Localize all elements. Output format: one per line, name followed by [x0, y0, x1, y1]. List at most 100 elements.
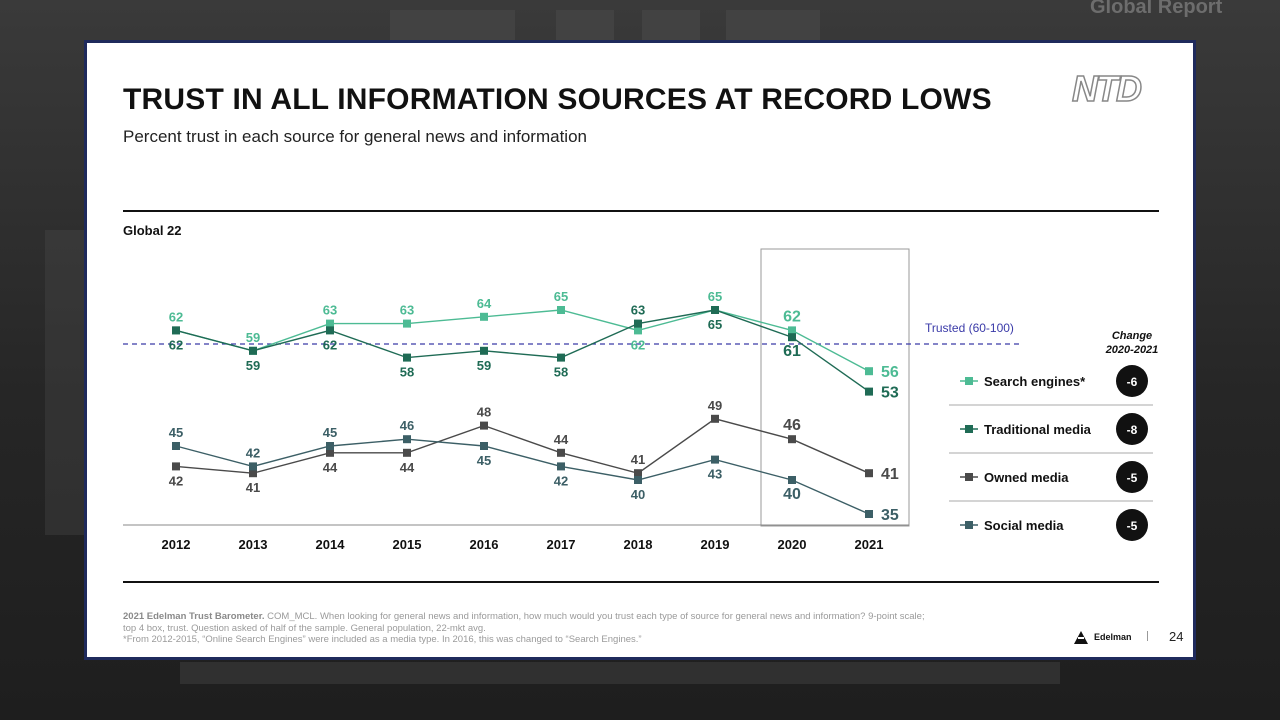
x-tick-label: 2018	[624, 537, 653, 552]
top-rule	[123, 210, 1159, 212]
data-point	[480, 442, 488, 450]
x-tick-label: 2020	[778, 537, 807, 552]
footnote-source: 2021 Edelman Trust Barometer.	[123, 611, 265, 622]
slide: TRUST IN ALL INFORMATION SOURCES AT RECO…	[84, 40, 1196, 660]
data-label: 46	[783, 417, 801, 434]
change-value: -6	[1127, 375, 1138, 389]
data-point	[865, 469, 873, 478]
data-label: 63	[323, 303, 337, 318]
data-point	[249, 469, 257, 478]
legend-swatch-marker	[965, 425, 973, 433]
x-tick-label: 2017	[547, 537, 576, 552]
data-label: 58	[400, 365, 414, 380]
data-label: 41	[246, 480, 260, 495]
data-point	[634, 469, 642, 478]
data-label: 53	[881, 385, 899, 402]
legend-heading: 2020-2021	[1105, 344, 1159, 356]
highlight-box-rect	[760, 248, 910, 527]
data-point	[788, 326, 796, 335]
series-line	[175, 309, 870, 393]
edelman-logo-icon	[1072, 628, 1090, 646]
legend-label: Search engines*	[984, 374, 1086, 389]
data-point	[865, 367, 873, 376]
x-tick-label: 2014	[316, 537, 346, 552]
data-label: 42	[554, 473, 568, 488]
ntd-logo: NTD	[1071, 67, 1143, 110]
region-label: Global 22	[123, 223, 182, 238]
data-label: 64	[477, 296, 492, 311]
legend-heading: Change	[1112, 330, 1152, 342]
footnote: 2021 Edelman Trust Barometer. COM_MCL. W…	[123, 611, 1043, 646]
brand-name: Edelman	[1094, 632, 1132, 642]
data-point	[172, 462, 180, 471]
data-label: 42	[246, 445, 260, 460]
data-point	[172, 442, 180, 450]
data-label: 43	[708, 467, 722, 482]
data-point	[326, 442, 334, 450]
data-label: 62	[631, 337, 645, 352]
data-point	[557, 306, 565, 314]
data-point	[634, 319, 642, 328]
data-label: 40	[783, 486, 801, 503]
legend-label: Traditional media	[984, 422, 1092, 437]
slide-title: TRUST IN ALL INFORMATION SOURCES AT RECO…	[123, 83, 992, 116]
data-point	[865, 387, 873, 396]
background-header-text: Global Report	[1090, 0, 1223, 18]
footnote-line1: COM_MCL. When looking for general news a…	[264, 611, 925, 622]
x-tick-label: 2019	[701, 537, 730, 552]
data-point	[249, 462, 257, 471]
legend: Change 2020-2021 Search engines* -6 Traditio…	[949, 330, 1158, 541]
series-line	[175, 418, 870, 474]
legend-label: Owned media	[984, 470, 1069, 485]
data-point	[557, 448, 565, 457]
data-label: 40	[631, 487, 645, 502]
data-label: 65	[554, 289, 568, 304]
x-axis: 2012 2013 2014 2015 2016 2017 2018 2019 2020 2021	[123, 524, 909, 552]
x-tick-label: 2013	[239, 537, 268, 552]
series-lines	[172, 306, 873, 518]
data-label: 49	[708, 398, 722, 413]
data-point	[480, 312, 488, 321]
data-label: 59	[246, 358, 260, 373]
legend-label: Social media	[984, 518, 1064, 533]
change-value: -8	[1127, 423, 1138, 437]
series-line	[175, 438, 870, 515]
data-label: 35	[881, 507, 899, 524]
data-point	[557, 353, 565, 362]
edelman-brand: Edelman	[1072, 628, 1132, 646]
data-point	[403, 448, 411, 457]
change-value: -5	[1127, 519, 1138, 533]
series-line	[175, 309, 870, 372]
data-point	[403, 319, 411, 328]
x-tick-label: 2021	[855, 537, 884, 552]
data-label: 45	[169, 425, 183, 440]
data-label: 44	[323, 460, 338, 475]
data-label: 59	[246, 330, 260, 345]
change-badge	[1116, 509, 1148, 541]
data-label: 65	[708, 317, 722, 332]
threshold-label: Trusted (60-100)	[925, 321, 1014, 335]
data-point	[403, 353, 411, 362]
data-label: 63	[400, 303, 414, 318]
data-label: 41	[881, 466, 899, 483]
data-point	[326, 319, 334, 328]
data-point	[557, 462, 565, 471]
data-label: 58	[554, 365, 568, 380]
data-point	[480, 346, 488, 355]
data-point	[172, 326, 180, 335]
page-separator	[1147, 631, 1148, 641]
data-label: 62	[783, 308, 801, 325]
data-point	[788, 476, 796, 484]
footnote-line2: top 4 box, trust. Question asked of half…	[123, 622, 486, 634]
threshold-line: Trusted (60-100)	[123, 321, 1021, 345]
legend-swatch-marker	[965, 473, 973, 481]
data-label: 61	[783, 343, 801, 360]
change-badge	[1116, 413, 1148, 445]
data-point	[326, 448, 334, 457]
data-point	[788, 435, 796, 444]
data-point	[634, 326, 642, 335]
data-label: 41	[631, 452, 645, 467]
x-tick-label: 2012	[162, 537, 191, 552]
data-point	[711, 306, 719, 314]
change-value: -5	[1127, 471, 1138, 485]
